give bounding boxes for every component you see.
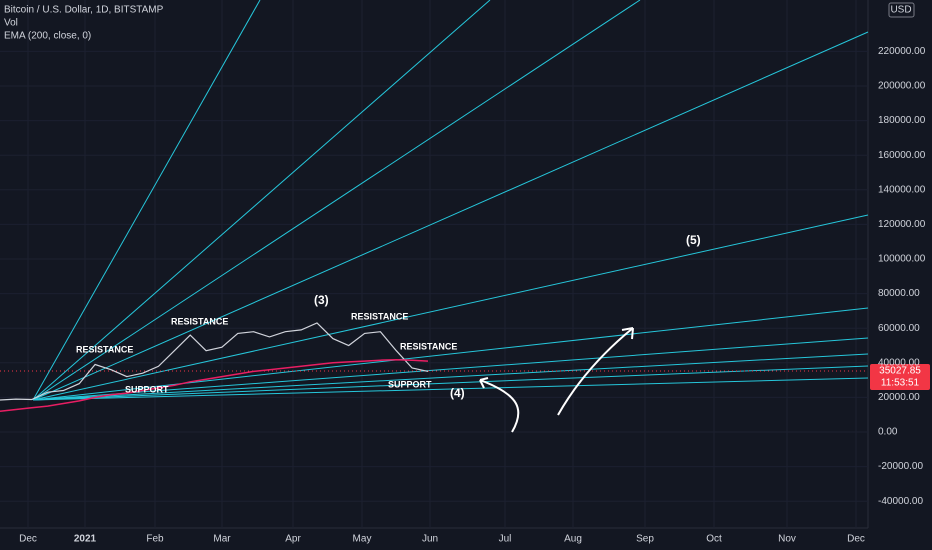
- annotation: RESISTANCE: [76, 344, 133, 354]
- fan-line: [32, 214, 869, 401]
- price-line: [0, 358, 429, 412]
- x-tick-label: Mar: [213, 534, 231, 545]
- fan-line: [32, 0, 261, 401]
- annotation: (4): [450, 386, 465, 400]
- grid: [0, 0, 868, 528]
- annotation: RESISTANCE: [400, 341, 457, 351]
- fan-line: [32, 337, 869, 401]
- header-vol: Vol: [4, 18, 18, 29]
- y-tick-label: 100000.00: [878, 254, 926, 265]
- price-axis: [868, 0, 932, 528]
- y-tick-label: 140000.00: [878, 184, 926, 195]
- fan-line: [32, 31, 869, 401]
- arrow-head: [479, 377, 489, 389]
- y-tick-label: 40000.00: [878, 357, 920, 368]
- annotation: (3): [314, 293, 329, 307]
- y-tick-label: 60000.00: [878, 323, 920, 334]
- arrow-head: [621, 327, 634, 340]
- fan-line: [32, 377, 869, 401]
- x-tick-label: Oct: [706, 534, 722, 545]
- annotation: RESISTANCE: [351, 311, 408, 321]
- fan-line: [32, 365, 869, 401]
- x-tick-label: May: [353, 534, 372, 545]
- annotation: RESISTANCE: [171, 316, 228, 326]
- x-tick-label: Jun: [422, 534, 438, 545]
- y-tick-label: 160000.00: [878, 150, 926, 161]
- currency[interactable]: USD: [890, 5, 911, 16]
- currency-badge[interactable]: [888, 2, 915, 18]
- y-tick-label: 80000.00: [878, 288, 920, 299]
- last-price: 35027.85: [879, 366, 921, 377]
- fan-line: [32, 0, 491, 401]
- y-tick-label: 220000.00: [878, 46, 926, 57]
- y-tick-label: -40000.00: [878, 496, 923, 507]
- hand-arrows: [479, 327, 634, 433]
- annotation: (5): [686, 233, 701, 247]
- fan-lines: [0, 0, 869, 401]
- fan-line: [32, 307, 869, 401]
- y-tick-label: 20000.00: [878, 392, 920, 403]
- last-price-tag: [870, 364, 930, 390]
- y-tick-label: 0.00: [878, 427, 898, 438]
- countdown: 11:53:51: [881, 378, 920, 389]
- annotation: SUPPORT: [125, 384, 169, 394]
- arrow: [479, 379, 520, 433]
- fan-line: [32, 0, 641, 401]
- x-tick-label: Jul: [499, 534, 512, 545]
- plot: [0, 322, 429, 412]
- x-tick-label: Apr: [285, 534, 301, 545]
- x-tick-label: Sep: [636, 534, 654, 545]
- arrow: [557, 327, 634, 416]
- x-tick-label: Dec: [19, 534, 37, 545]
- y-tick-label: 200000.00: [878, 81, 926, 92]
- annotation: SUPPORT: [388, 379, 432, 389]
- x-tick-label: Dec: [847, 534, 865, 545]
- y-tick-label: 120000.00: [878, 219, 926, 230]
- fan-line: [32, 353, 869, 401]
- x-tick-label: Aug: [564, 534, 582, 545]
- header-ema: EMA (200, close, 0): [4, 31, 91, 42]
- x-tick-label: Feb: [146, 534, 164, 545]
- y-tick-label: -20000.00: [878, 461, 923, 472]
- header-symbol: Bitcoin / U.S. Dollar, 1D, BITSTAMP: [4, 5, 164, 16]
- x-tick-label: Nov: [778, 534, 796, 545]
- x-tick-label: 2021: [74, 534, 97, 545]
- price-line: [0, 322, 429, 401]
- y-tick-label: 180000.00: [878, 115, 926, 126]
